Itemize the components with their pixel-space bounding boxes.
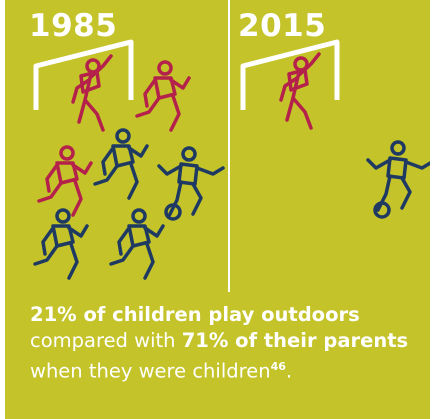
goalkeeper-icon — [71, 54, 113, 132]
footballer-kicking-icon — [366, 140, 430, 212]
ball-icon — [373, 201, 391, 219]
infographic-panel: 1985 2015 — [5, 0, 430, 419]
caption-text-end: when they were children — [30, 359, 271, 383]
caption-highlight-parents: 71% of their parents — [181, 329, 409, 352]
runner-icon — [33, 208, 89, 280]
runner-icon — [93, 128, 149, 200]
footnote-ref: 46 — [270, 360, 286, 373]
runner-icon — [135, 60, 191, 132]
runner-icon — [37, 145, 93, 217]
caption-period: . — [285, 359, 293, 383]
runner-icon — [109, 208, 165, 280]
divider — [228, 0, 230, 292]
goal-icon — [33, 39, 134, 110]
goalkeeper-icon — [279, 52, 321, 130]
ball-icon — [164, 203, 182, 221]
year-2015-label: 2015 — [238, 8, 327, 44]
year-1985-label: 1985 — [29, 8, 118, 44]
caption-highlight-children: 21% of children play outdoors — [30, 303, 360, 326]
goal-icon — [240, 39, 340, 110]
caption-text: compared with — [30, 329, 182, 352]
illustration — [33, 39, 430, 280]
caption: 21% of children play outdoors compared w… — [30, 302, 420, 385]
